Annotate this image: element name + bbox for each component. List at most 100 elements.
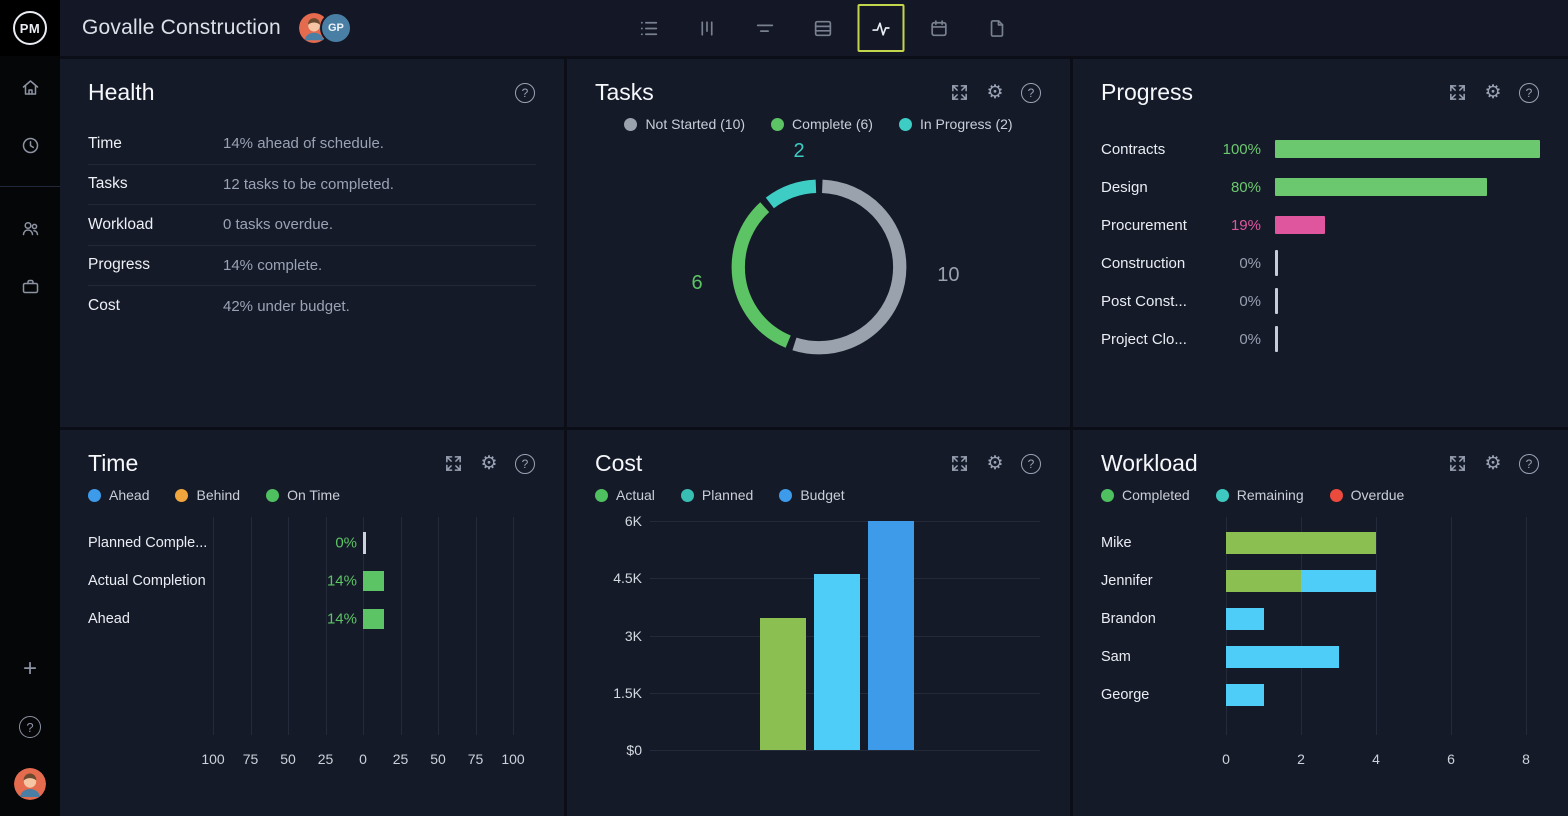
activity-view-button[interactable] <box>857 4 905 52</box>
legend-item: In Progress (2) <box>898 116 1013 132</box>
donut-chart-svg <box>731 179 906 355</box>
axis-tick-label: 8 <box>1522 751 1530 767</box>
expand-icon <box>1449 456 1465 471</box>
workload-bar-segment <box>1226 532 1376 554</box>
health-help-button[interactable]: ? <box>514 82 536 104</box>
health-row-label: Workload <box>88 215 154 233</box>
workload-stack <box>1226 684 1264 706</box>
top-bar: PM Govalle Construction GP <box>0 0 1568 56</box>
docs-view-button[interactable] <box>974 4 1021 52</box>
sidebar-home-button[interactable] <box>13 70 47 104</box>
progress-bar <box>1275 288 1278 314</box>
health-row: Cost 42% under budget. <box>88 286 536 327</box>
health-row-value: 14% complete. <box>223 256 323 274</box>
time-bar-chart: Planned Comple... 0% Actual Completion 1… <box>88 517 536 769</box>
briefcase-icon <box>22 279 38 293</box>
sheet-view-button[interactable] <box>800 4 847 52</box>
tasks-expand-button[interactable] <box>948 82 970 104</box>
legend-item: On Time <box>266 487 340 503</box>
progress-bar-track <box>1275 250 1540 276</box>
gantt-view-button[interactable] <box>742 4 789 52</box>
cost-bar <box>814 574 860 750</box>
time-settings-button[interactable]: ⚙ <box>478 453 500 475</box>
cost-legend: Actual Planned Budget <box>595 487 1042 503</box>
board-view-button[interactable] <box>684 4 731 52</box>
progress-row-label: Post Const... <box>1101 292 1187 310</box>
list-view-button[interactable] <box>626 4 673 52</box>
project-members[interactable]: GP <box>298 12 352 44</box>
legend-dot-remaining <box>1215 488 1229 502</box>
time-row-value: 14% <box>326 572 357 590</box>
time-bar <box>363 532 366 554</box>
progress-bar <box>1275 250 1278 276</box>
sidebar-team-button[interactable] <box>13 211 47 245</box>
list-view-icon <box>640 21 658 35</box>
axis-tick-label: 6K <box>624 513 642 529</box>
workload-row: Jennifer <box>1101 562 1540 600</box>
legend-label: Behind <box>196 487 241 503</box>
tasks-settings-button[interactable]: ⚙ <box>984 82 1006 104</box>
time-expand-button[interactable] <box>442 453 464 475</box>
gear-icon: ⚙ <box>480 453 498 474</box>
time-legend: Ahead Behind On Time <box>88 487 536 503</box>
time-row-plot: 14% <box>213 600 514 638</box>
legend-dot-complete <box>771 117 785 131</box>
workload-settings-button[interactable]: ⚙ <box>1482 453 1504 475</box>
home-icon <box>22 79 38 95</box>
sidebar-recent-button[interactable] <box>13 128 47 162</box>
time-row: Ahead 14% <box>88 600 536 638</box>
donut-label-in-progress: 2 <box>793 140 805 162</box>
tasks-help-button[interactable]: ? <box>1020 82 1042 104</box>
gridline <box>400 517 402 735</box>
progress-bar-track <box>1275 326 1540 352</box>
tasks-panel-title: Tasks <box>595 79 654 105</box>
workload-row-label: George <box>1101 687 1150 703</box>
time-row-value: 0% <box>335 534 357 552</box>
legend-dot-actual <box>595 488 608 502</box>
workload-row-plot <box>1226 676 1527 714</box>
workload-expand-button[interactable] <box>1446 453 1468 475</box>
sidebar-add-button[interactable]: + <box>13 652 47 686</box>
axis-tick-label: 75 <box>467 751 484 767</box>
time-help-button[interactable]: ? <box>514 453 536 475</box>
pm-logo[interactable]: PM <box>0 0 60 56</box>
gridline <box>1526 517 1527 735</box>
left-sidebar: + ? <box>0 56 60 816</box>
user-avatar[interactable] <box>14 768 46 800</box>
member-avatar-initials[interactable]: GP <box>319 12 352 44</box>
clock-icon <box>22 137 38 153</box>
health-row: Workload 0 tasks overdue. <box>88 205 536 246</box>
gear-icon: ⚙ <box>1484 453 1502 474</box>
health-row-label: Tasks <box>88 175 128 193</box>
time-panel-title: Time <box>88 450 139 476</box>
legend-item: Actual <box>595 487 655 503</box>
sidebar-help-button[interactable]: ? <box>13 710 47 744</box>
workload-row-label: Sam <box>1101 649 1131 665</box>
workload-row-label: Brandon <box>1101 611 1156 627</box>
cost-expand-button[interactable] <box>948 453 970 475</box>
progress-panel: Progress ⚙ ? Contracts 100% Design <box>1073 59 1568 427</box>
team-icon <box>22 221 38 235</box>
progress-help-button[interactable]: ? <box>1518 82 1540 104</box>
health-row: Progress 14% complete. <box>88 246 536 286</box>
donut-segment-complete <box>731 179 906 355</box>
gridline <box>650 521 1040 522</box>
progress-settings-button[interactable]: ⚙ <box>1482 82 1504 104</box>
workload-stack <box>1226 646 1339 668</box>
progress-row-label: Contracts <box>1101 140 1166 158</box>
gridline <box>250 517 252 735</box>
calendar-view-button[interactable] <box>916 4 963 52</box>
legend-label: Ahead <box>109 487 150 503</box>
workload-bar-segment <box>1301 570 1376 592</box>
legend-label: Complete (6) <box>792 116 873 132</box>
sidebar-portfolio-button[interactable] <box>13 269 47 303</box>
expand-icon <box>951 85 967 100</box>
time-panel: Time ⚙ ? Ahead Behind <box>60 430 564 816</box>
cost-settings-button[interactable]: ⚙ <box>984 453 1006 475</box>
progress-expand-button[interactable] <box>1446 82 1468 104</box>
donut-segment-not-started <box>731 179 906 355</box>
user-avatar-illustration <box>14 768 46 800</box>
cost-help-button[interactable]: ? <box>1020 453 1042 475</box>
workload-help-button[interactable]: ? <box>1518 453 1540 475</box>
